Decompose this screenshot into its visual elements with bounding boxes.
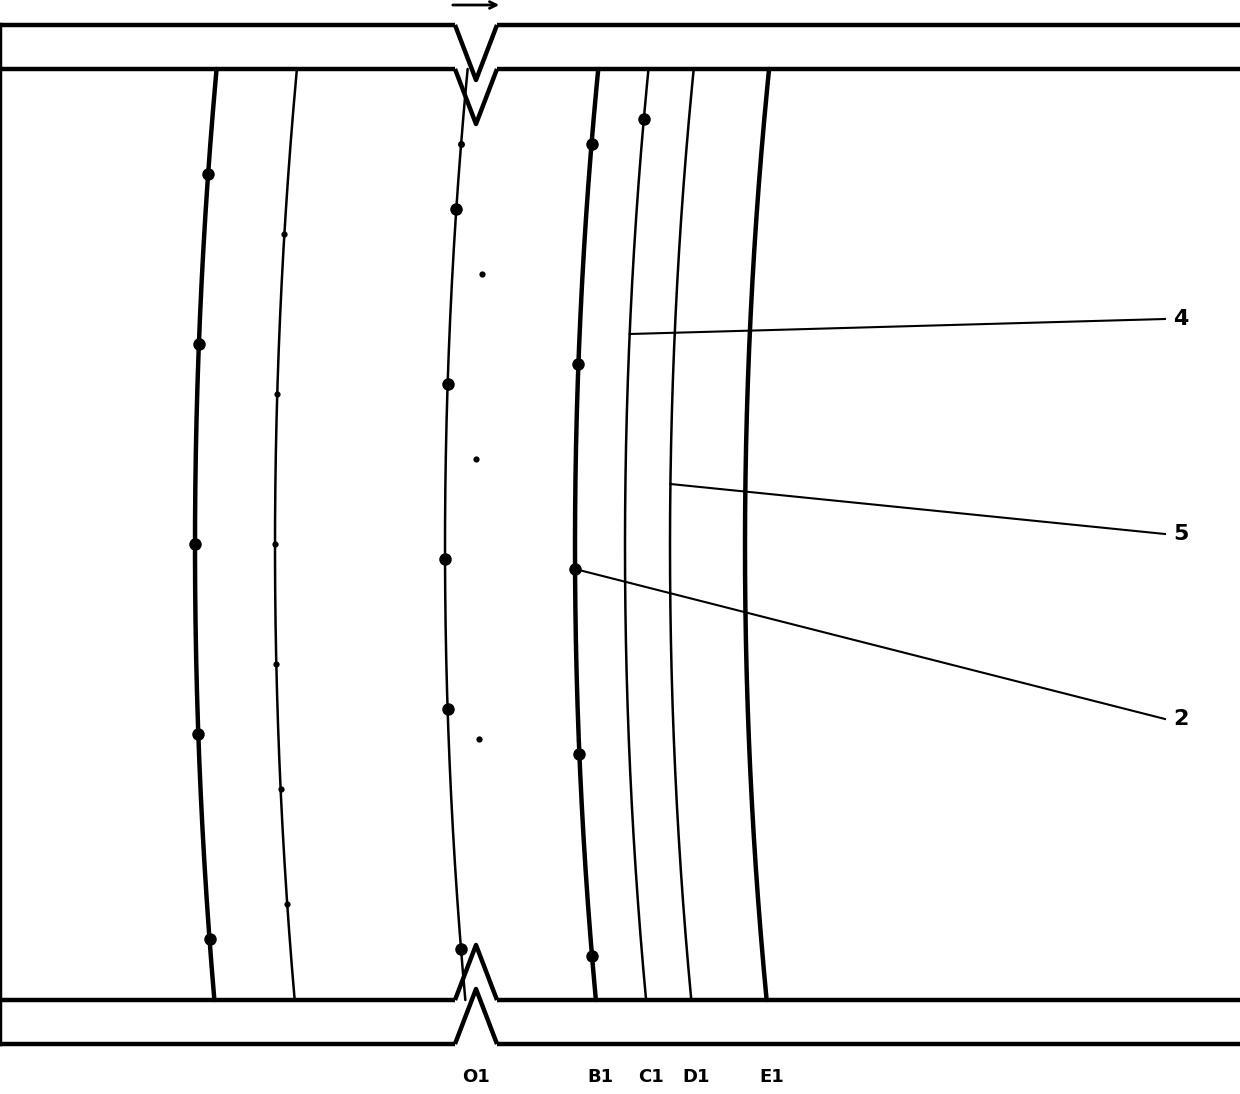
Text: B1: B1 — [588, 1068, 614, 1086]
Text: D1: D1 — [682, 1068, 711, 1086]
Text: 5: 5 — [1173, 524, 1188, 544]
Text: 2: 2 — [1173, 709, 1188, 729]
Text: C1: C1 — [639, 1068, 663, 1086]
Text: O1: O1 — [463, 1068, 490, 1086]
Text: E1: E1 — [759, 1068, 784, 1086]
Text: 4: 4 — [1173, 309, 1188, 329]
